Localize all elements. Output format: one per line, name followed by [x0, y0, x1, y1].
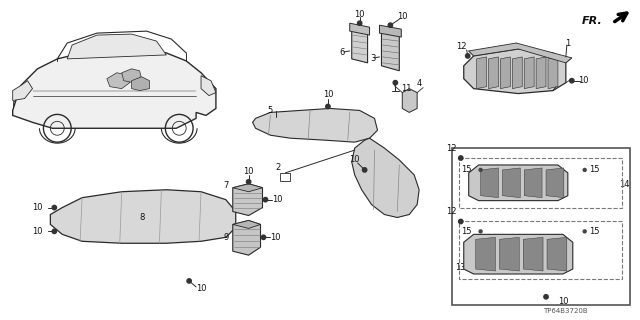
Polygon shape: [464, 234, 573, 274]
Text: 6: 6: [339, 48, 344, 57]
Circle shape: [459, 156, 463, 160]
Text: 10: 10: [557, 297, 568, 306]
Text: 12: 12: [446, 144, 457, 153]
Text: 12: 12: [446, 207, 457, 216]
Polygon shape: [122, 69, 141, 83]
Text: 10: 10: [243, 167, 254, 176]
Polygon shape: [253, 108, 378, 142]
Circle shape: [246, 180, 251, 184]
Text: 10: 10: [323, 90, 333, 99]
Text: 12: 12: [456, 43, 467, 52]
Text: 10: 10: [579, 76, 589, 85]
Text: 10: 10: [196, 284, 206, 293]
Text: 10: 10: [397, 12, 408, 21]
Bar: [459, 158, 622, 208]
Text: 15: 15: [461, 227, 472, 236]
Circle shape: [479, 168, 482, 172]
Polygon shape: [51, 190, 236, 243]
Polygon shape: [13, 49, 216, 128]
Circle shape: [459, 219, 463, 224]
Text: 15: 15: [589, 227, 600, 236]
Text: 11: 11: [401, 84, 412, 93]
Polygon shape: [477, 57, 486, 89]
Text: 10: 10: [349, 156, 360, 164]
Polygon shape: [13, 81, 33, 100]
Polygon shape: [381, 31, 399, 71]
Polygon shape: [546, 168, 564, 198]
Polygon shape: [524, 57, 534, 89]
Polygon shape: [233, 184, 262, 215]
Polygon shape: [201, 76, 216, 96]
Bar: [280, 173, 291, 181]
Text: FR.: FR.: [582, 16, 602, 26]
Text: 10: 10: [270, 233, 281, 242]
Circle shape: [362, 168, 367, 172]
Polygon shape: [403, 89, 417, 112]
Polygon shape: [67, 34, 166, 59]
Polygon shape: [476, 237, 495, 271]
Polygon shape: [107, 73, 130, 89]
Circle shape: [583, 168, 586, 172]
Text: 9: 9: [223, 233, 228, 242]
Text: 2: 2: [276, 164, 281, 172]
Polygon shape: [488, 57, 499, 89]
Polygon shape: [536, 57, 546, 89]
Circle shape: [570, 78, 574, 83]
Text: 3: 3: [370, 54, 375, 63]
Circle shape: [388, 23, 392, 28]
Circle shape: [52, 205, 56, 210]
Text: 7: 7: [223, 181, 228, 190]
Text: 8: 8: [139, 213, 144, 222]
Polygon shape: [512, 57, 522, 89]
Text: 10: 10: [272, 195, 283, 204]
Bar: [452, 148, 630, 305]
Polygon shape: [524, 168, 542, 198]
Text: 14: 14: [620, 180, 630, 189]
Polygon shape: [233, 220, 260, 255]
Polygon shape: [500, 57, 510, 89]
Circle shape: [393, 81, 397, 85]
Polygon shape: [464, 49, 566, 93]
Polygon shape: [380, 25, 401, 37]
Polygon shape: [502, 168, 520, 198]
Polygon shape: [547, 237, 567, 271]
Polygon shape: [468, 165, 568, 201]
Text: 10: 10: [32, 227, 42, 236]
Polygon shape: [132, 77, 150, 91]
Text: 13: 13: [456, 263, 466, 272]
Polygon shape: [548, 57, 558, 89]
Circle shape: [52, 229, 56, 234]
Text: 15: 15: [461, 165, 472, 174]
Polygon shape: [233, 220, 260, 228]
Polygon shape: [233, 184, 262, 192]
Polygon shape: [524, 237, 543, 271]
Circle shape: [358, 21, 362, 25]
Circle shape: [263, 197, 268, 202]
Polygon shape: [468, 43, 572, 63]
Text: 15: 15: [589, 165, 600, 174]
Text: TP64B3720B: TP64B3720B: [543, 308, 588, 314]
Polygon shape: [499, 237, 519, 271]
Text: 1: 1: [565, 38, 570, 48]
Circle shape: [261, 235, 266, 239]
Text: 4: 4: [417, 79, 422, 88]
Polygon shape: [349, 23, 369, 35]
Polygon shape: [352, 138, 419, 218]
Text: 10: 10: [355, 10, 365, 19]
Polygon shape: [352, 29, 367, 63]
Bar: [459, 221, 622, 279]
Text: 5: 5: [268, 106, 273, 115]
Polygon shape: [481, 168, 499, 198]
Text: 10: 10: [32, 203, 42, 212]
Circle shape: [326, 104, 330, 109]
Circle shape: [583, 230, 586, 233]
Circle shape: [479, 230, 482, 233]
Circle shape: [465, 54, 470, 58]
Bar: [13, 100, 20, 114]
Circle shape: [544, 295, 548, 299]
Bar: [271, 117, 282, 125]
Circle shape: [187, 279, 191, 283]
